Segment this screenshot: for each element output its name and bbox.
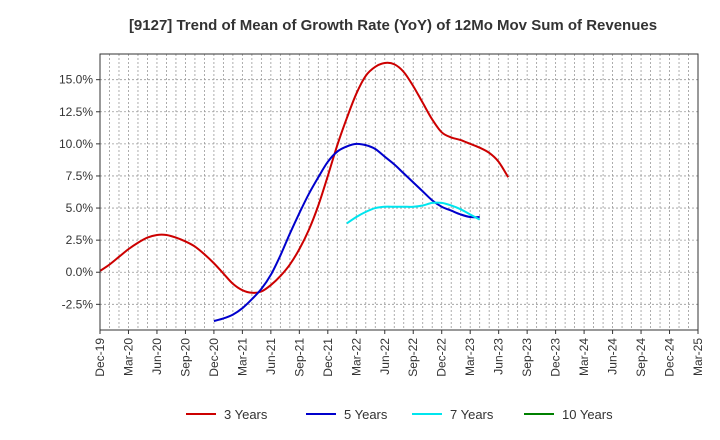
series-line-7-years xyxy=(346,201,481,225)
x-tick-label: Dec-21 xyxy=(321,338,335,377)
y-tick-label: 15.0% xyxy=(59,73,93,87)
x-tick-label: Mar-23 xyxy=(463,338,477,376)
x-tick-label: Sep-23 xyxy=(520,338,534,377)
y-axis-ticks: 15.0% 12.5% 10.0% 7.5% 5.0% 2.5% 0.0% -2.5% xyxy=(59,73,100,311)
x-tick-label: Dec-20 xyxy=(207,338,221,377)
legend-label: 5 Years xyxy=(344,407,388,422)
y-tick-label: 0.0% xyxy=(66,265,94,279)
series-line-3-years xyxy=(99,61,510,294)
x-tick-label: Mar-22 xyxy=(349,338,363,376)
x-axis-ticks: Dec-19 Mar-20 Jun-20 Sep-20 Dec-20 Mar-21 Jun-… xyxy=(93,330,705,377)
x-tick-label: Jun-20 xyxy=(150,338,164,375)
y-tick-label: 12.5% xyxy=(59,105,93,119)
y-tick-label: -2.5% xyxy=(62,297,94,311)
y-tick-label: 7.5% xyxy=(66,169,94,183)
x-tick-label: Dec-24 xyxy=(663,338,677,377)
x-tick-label: Sep-22 xyxy=(406,338,420,377)
series-lines xyxy=(99,61,510,322)
x-tick-label: Mar-20 xyxy=(121,338,135,376)
plot-frame xyxy=(99,53,699,331)
legend: 3 Years 5 Years 7 Years 10 Years xyxy=(186,407,613,422)
x-tick-label: Jun-22 xyxy=(378,338,392,375)
x-tick-label: Sep-21 xyxy=(292,338,306,377)
legend-label: 7 Years xyxy=(450,407,494,422)
legend-label: 10 Years xyxy=(562,407,613,422)
y-tick-label: 2.5% xyxy=(66,233,94,247)
x-tick-label: Mar-25 xyxy=(691,338,705,376)
x-tick-label: Dec-23 xyxy=(549,338,563,377)
x-tick-label: Dec-22 xyxy=(435,338,449,377)
chart-title: [9127] Trend of Mean of Growth Rate (YoY… xyxy=(129,17,657,34)
x-tick-label: Jun-24 xyxy=(606,338,620,375)
x-tick-label: Dec-19 xyxy=(93,338,107,377)
y-tick-label: 5.0% xyxy=(66,201,94,215)
x-tick-label: Mar-21 xyxy=(235,338,249,376)
x-tick-label: Mar-24 xyxy=(577,338,591,376)
x-tick-label: Jun-21 xyxy=(264,338,278,375)
legend-label: 3 Years xyxy=(224,407,268,422)
x-tick-label: Sep-24 xyxy=(634,338,648,377)
x-tick-label: Jun-23 xyxy=(492,338,506,375)
y-tick-label: 10.0% xyxy=(59,137,93,151)
plot-area xyxy=(100,54,698,330)
x-tick-label: Sep-20 xyxy=(178,338,192,377)
